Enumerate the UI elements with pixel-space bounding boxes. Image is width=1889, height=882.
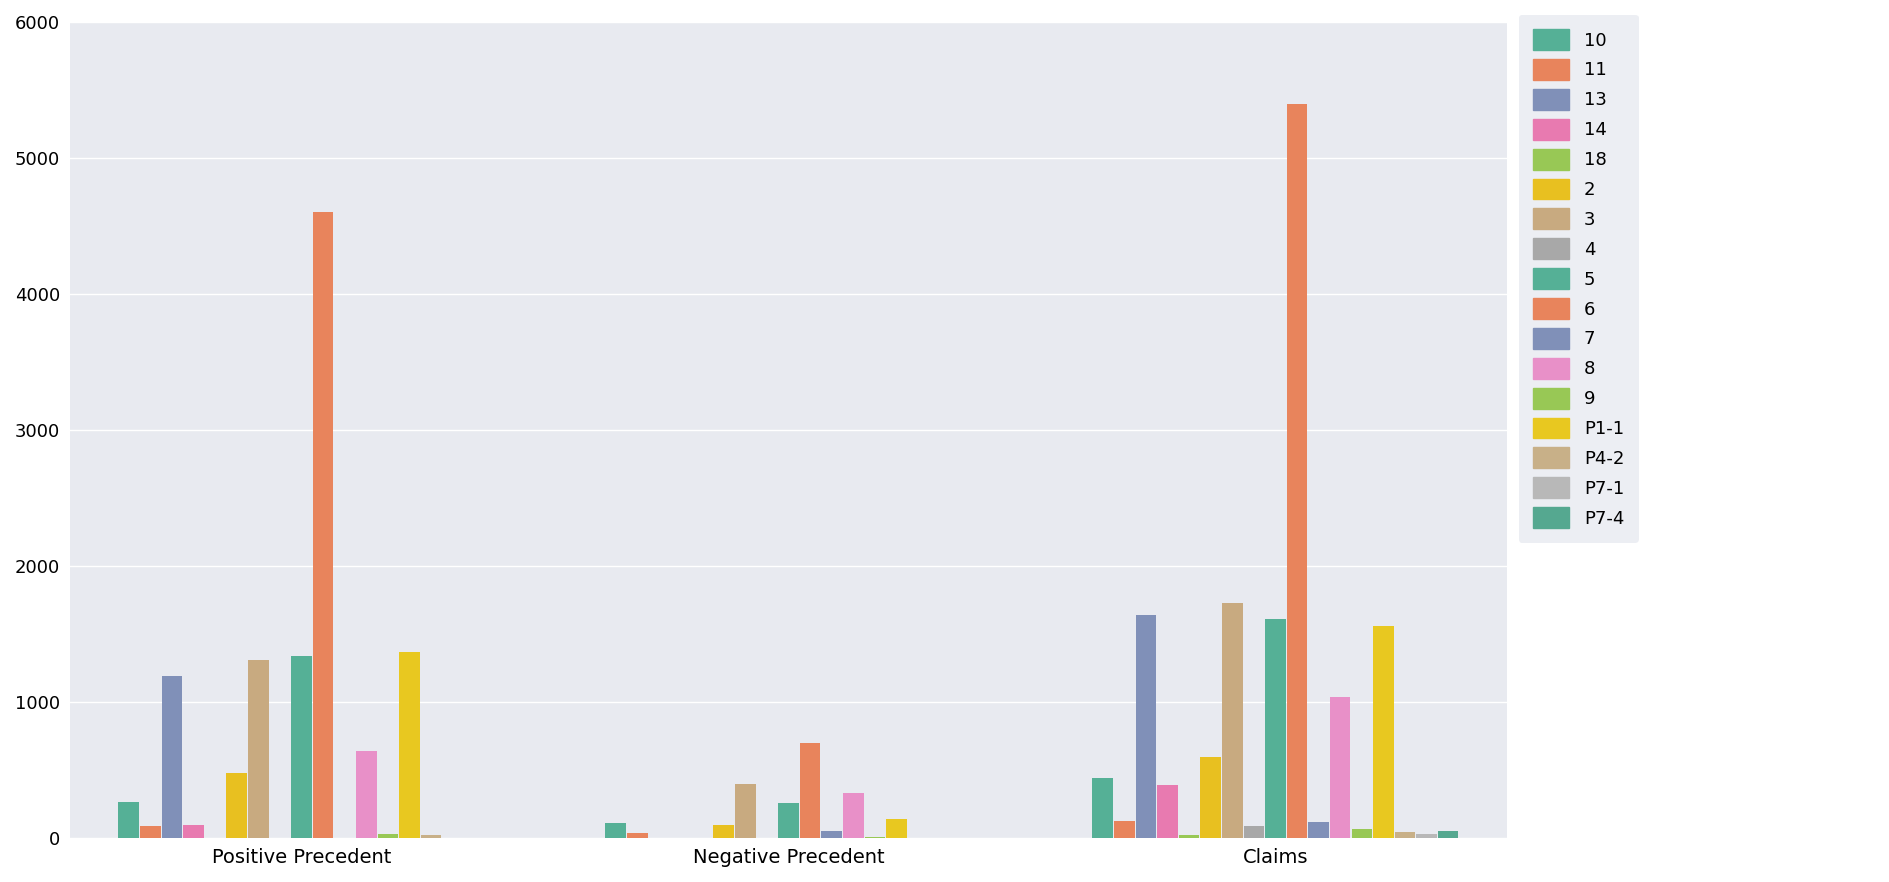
Bar — [355, 751, 376, 838]
Bar — [1351, 829, 1371, 838]
Bar — [291, 656, 312, 838]
Bar — [842, 794, 863, 838]
Bar — [162, 676, 181, 838]
Bar — [119, 802, 140, 838]
Bar — [1156, 785, 1177, 838]
Bar — [822, 831, 841, 838]
Bar — [399, 652, 419, 838]
Bar — [183, 826, 204, 838]
Bar — [1179, 835, 1200, 838]
Legend: 10, 11, 13, 14, 18, 2, 3, 4, 5, 6, 7, 8, 9, P1-1, P4-2, P7-1, P7-4: 10, 11, 13, 14, 18, 2, 3, 4, 5, 6, 7, 8,… — [1519, 15, 1638, 542]
Bar — [863, 837, 884, 838]
Bar — [1113, 820, 1133, 838]
Bar — [421, 835, 440, 838]
Bar — [778, 803, 799, 838]
Bar — [1264, 619, 1285, 838]
Bar — [735, 784, 756, 838]
Bar — [712, 825, 733, 838]
Bar — [227, 773, 247, 838]
Bar — [1373, 626, 1392, 838]
Bar — [604, 823, 625, 838]
Bar — [627, 833, 648, 838]
Bar — [1415, 834, 1436, 838]
Bar — [1438, 831, 1458, 838]
Bar — [314, 213, 332, 838]
Bar — [1307, 822, 1328, 838]
Bar — [886, 818, 907, 838]
Bar — [247, 660, 268, 838]
Bar — [1200, 757, 1220, 838]
Bar — [1394, 832, 1415, 838]
Bar — [140, 826, 161, 838]
Bar — [1222, 603, 1241, 838]
Bar — [1135, 615, 1156, 838]
Bar — [1092, 779, 1113, 838]
Bar — [1330, 697, 1351, 838]
Bar — [378, 834, 399, 838]
Bar — [1243, 826, 1264, 838]
Bar — [1286, 103, 1307, 838]
Bar — [799, 743, 820, 838]
